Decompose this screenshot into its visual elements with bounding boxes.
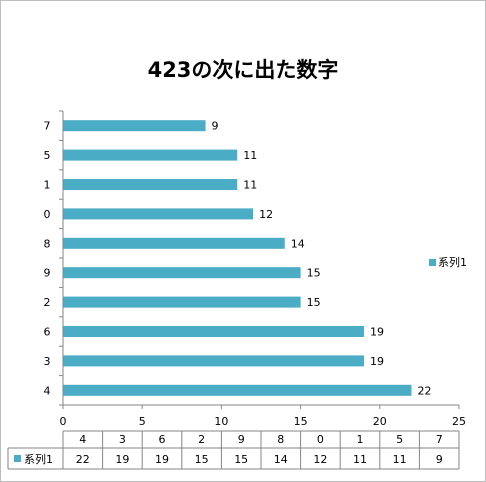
category-label: 2 [44,296,51,309]
x-tick-label: 5 [139,415,146,428]
data-label: 12 [259,208,273,221]
bar [63,267,301,279]
x-tick-label: 10 [214,415,228,428]
category-label: 4 [44,384,51,397]
table-value-cell: 14 [274,453,288,466]
table-header-cell: 9 [238,433,245,446]
table-header-cell: 1 [357,433,364,446]
legend: 系列1 [429,255,467,269]
bar [63,237,285,249]
bar [63,149,238,161]
bar [63,208,254,220]
x-tick-label: 25 [452,415,466,428]
data-label: 19 [370,326,384,339]
category-label: 6 [44,326,51,339]
data-label: 9 [212,120,219,133]
bar [63,120,206,132]
table-header-cell: 6 [159,433,166,446]
table-value-cell: 22 [76,453,90,466]
category-label: 7 [44,120,51,133]
bar [63,326,364,337]
table-header-cell: 4 [79,433,86,446]
bar [63,384,412,396]
x-tick-label: 0 [60,415,67,428]
axes: 0 5 10 15 20 25 [59,110,466,428]
table-value-cell: 9 [436,453,443,466]
table-value-cell: 19 [155,453,169,466]
bar [63,296,301,308]
bar [63,179,238,190]
category-label: 1 [44,179,51,192]
table-value-cell: 12 [313,453,327,466]
bar [63,355,364,367]
data-label: 22 [417,384,431,397]
category-label: 3 [44,355,51,368]
table-value-cell: 11 [393,453,407,466]
table-value-cell: 15 [234,453,248,466]
category-label: 5 [44,149,51,162]
table-header-cell: 5 [396,433,403,446]
legend-swatch [429,259,436,266]
table-value-cell: 11 [353,453,367,466]
category-label: 0 [44,208,51,221]
data-label: 11 [243,149,257,162]
data-label: 19 [370,355,384,368]
table-header-cell: 2 [198,433,205,446]
table-header-cell: 8 [277,433,284,446]
legend-label: 系列1 [438,255,467,269]
x-tick-label: 20 [373,415,387,428]
data-label: 14 [291,237,305,250]
data-label: 11 [243,179,257,192]
table-header-cell: 3 [119,433,126,446]
table-header-cell: 0 [317,433,324,446]
data-label: 15 [307,267,321,280]
bars [63,120,412,396]
table-series-name: 系列1 [24,452,53,466]
category-label: 9 [44,267,51,280]
table-series-swatch [14,455,21,462]
x-tick-label: 15 [294,415,308,428]
data-label: 15 [307,296,321,309]
table-header-cell: 7 [436,433,443,446]
category-label: 8 [44,237,51,250]
table-value-cell: 19 [115,453,129,466]
chart-title: 423の次に出た数字 [147,58,339,82]
table-value-cell: 15 [195,453,209,466]
